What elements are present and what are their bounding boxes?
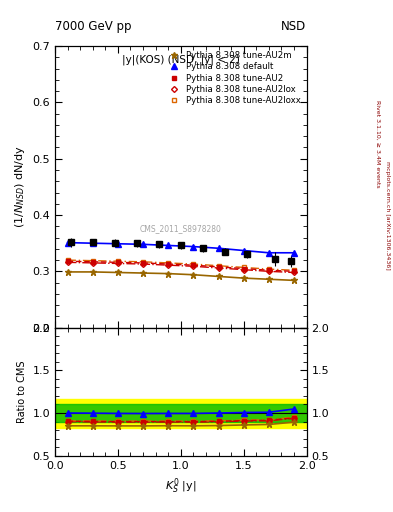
- Pythia 8.308 tune-AU2lox: [241, 267, 246, 273]
- Pythia 8.308 tune-AU2: [90, 259, 95, 265]
- Pythia 8.308 default: [90, 240, 95, 246]
- Pythia 8.308 tune-AU2m: [90, 269, 95, 275]
- Pythia 8.308 tune-AU2loxx: [292, 267, 296, 273]
- Pythia 8.308 default: [216, 245, 221, 251]
- Pythia 8.308 tune-AU2: [241, 265, 246, 271]
- Pythia 8.308 tune-AU2: [266, 267, 271, 273]
- Pythia 8.308 tune-AU2loxx: [166, 260, 171, 266]
- Pythia 8.308 tune-AU2m: [65, 269, 70, 275]
- Bar: [55, 398, 307, 428]
- Text: 7000 GeV pp: 7000 GeV pp: [55, 20, 132, 33]
- Pythia 8.308 tune-AU2m: [241, 275, 246, 281]
- Text: CMS_2011_S8978280: CMS_2011_S8978280: [140, 225, 222, 233]
- Pythia 8.308 tune-AU2m: [292, 278, 296, 284]
- Pythia 8.308 tune-AU2lox: [90, 260, 95, 266]
- Pythia 8.308 tune-AU2: [292, 268, 296, 274]
- Line: Pythia 8.308 tune-AU2lox: Pythia 8.308 tune-AU2lox: [66, 260, 296, 274]
- Pythia 8.308 tune-AU2lox: [216, 265, 221, 271]
- Pythia 8.308 default: [241, 247, 246, 253]
- Pythia 8.308 tune-AU2loxx: [116, 258, 120, 264]
- Pythia 8.308 tune-AU2m: [191, 272, 196, 278]
- X-axis label: $K^0_S$ |y|: $K^0_S$ |y|: [165, 476, 196, 496]
- Legend: Pythia 8.308 tune-AU2m, Pythia 8.308 default, Pythia 8.308 tune-AU2, Pythia 8.30: Pythia 8.308 tune-AU2m, Pythia 8.308 def…: [161, 48, 305, 109]
- Pythia 8.308 tune-AU2: [65, 258, 70, 264]
- Pythia 8.308 tune-AU2lox: [292, 269, 296, 275]
- Pythia 8.308 tune-AU2loxx: [216, 263, 221, 269]
- Pythia 8.308 tune-AU2: [191, 262, 196, 268]
- Pythia 8.308 tune-AU2loxx: [241, 264, 246, 270]
- Line: Pythia 8.308 tune-AU2m: Pythia 8.308 tune-AU2m: [64, 268, 298, 284]
- Pythia 8.308 tune-AU2: [141, 260, 145, 266]
- Pythia 8.308 default: [266, 250, 271, 256]
- Pythia 8.308 default: [116, 241, 120, 247]
- Pythia 8.308 tune-AU2loxx: [191, 261, 196, 267]
- Text: Rivet 3.1.10, ≥ 3.4M events: Rivet 3.1.10, ≥ 3.4M events: [375, 99, 380, 187]
- Pythia 8.308 tune-AU2loxx: [141, 259, 145, 265]
- Pythia 8.308 tune-AU2: [116, 259, 120, 265]
- Line: Pythia 8.308 tune-AU2: Pythia 8.308 tune-AU2: [65, 259, 296, 274]
- Text: |y|(KOS) (NSD, |y| < 2): |y|(KOS) (NSD, |y| < 2): [122, 55, 240, 65]
- Pythia 8.308 default: [141, 241, 145, 247]
- Pythia 8.308 default: [166, 242, 171, 248]
- Pythia 8.308 tune-AU2: [166, 261, 171, 267]
- Line: Pythia 8.308 default: Pythia 8.308 default: [65, 240, 297, 255]
- Bar: [55, 404, 307, 421]
- Pythia 8.308 tune-AU2loxx: [90, 258, 95, 264]
- Pythia 8.308 tune-AU2m: [166, 270, 171, 276]
- Pythia 8.308 tune-AU2m: [216, 273, 221, 280]
- Pythia 8.308 default: [191, 244, 196, 250]
- Text: NSD: NSD: [281, 20, 307, 33]
- Y-axis label: Ratio to CMS: Ratio to CMS: [17, 360, 27, 423]
- Y-axis label: $(1/N_{NSD})$ dN/dy: $(1/N_{NSD})$ dN/dy: [13, 145, 27, 228]
- Pythia 8.308 default: [65, 240, 70, 246]
- Pythia 8.308 default: [292, 250, 296, 256]
- Pythia 8.308 tune-AU2m: [266, 276, 271, 282]
- Pythia 8.308 tune-AU2lox: [266, 268, 271, 274]
- Pythia 8.308 tune-AU2loxx: [266, 266, 271, 272]
- Pythia 8.308 tune-AU2lox: [166, 262, 171, 268]
- Pythia 8.308 tune-AU2lox: [65, 259, 70, 265]
- Pythia 8.308 tune-AU2m: [116, 269, 120, 275]
- Pythia 8.308 tune-AU2m: [141, 270, 145, 276]
- Pythia 8.308 tune-AU2loxx: [65, 257, 70, 263]
- Pythia 8.308 tune-AU2lox: [191, 263, 196, 269]
- Text: mcplots.cern.ch [arXiv:1306.3436]: mcplots.cern.ch [arXiv:1306.3436]: [385, 161, 389, 269]
- Pythia 8.308 tune-AU2: [216, 264, 221, 270]
- Pythia 8.308 tune-AU2lox: [116, 261, 120, 267]
- Pythia 8.308 tune-AU2lox: [141, 261, 145, 267]
- Line: Pythia 8.308 tune-AU2loxx: Pythia 8.308 tune-AU2loxx: [65, 258, 296, 273]
